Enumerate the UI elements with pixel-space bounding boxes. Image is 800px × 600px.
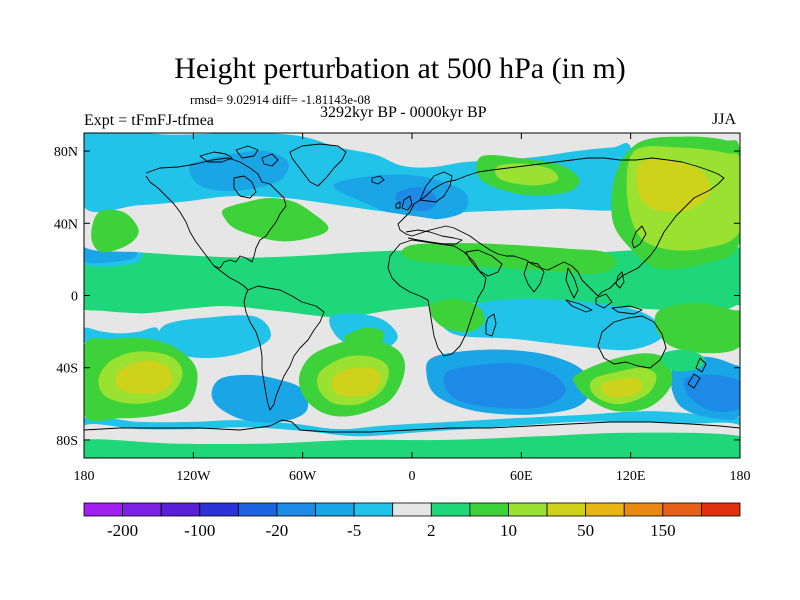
coastline-new-zealand: [687, 357, 707, 389]
y-tick-label: 0: [71, 290, 78, 305]
colorbar-label: 10: [500, 521, 517, 540]
colorbar-label: 50: [577, 521, 594, 540]
x-tick-label: 120E: [616, 469, 646, 484]
colorbar-swatch: [508, 502, 548, 517]
contour-region: [438, 298, 664, 351]
x-tick-label: 0: [409, 469, 416, 484]
colorbar-swatch: [546, 502, 587, 517]
coastline-antarctica: [84, 419, 740, 433]
coastline-philippines: [615, 271, 625, 289]
contour-region: [84, 432, 740, 458]
coastline-canadian-islands: [199, 145, 279, 167]
stats-subtitle: rmsd= 9.02914 diff= -1.81143e-08: [190, 92, 371, 107]
contour-region: [683, 374, 740, 413]
colorbar-label: 2: [427, 521, 436, 540]
colorbar-swatch: [276, 502, 316, 517]
period-label: 3292kyr BP - 0000kyr BP: [320, 104, 487, 121]
x-tick-label: 60W: [289, 469, 317, 484]
contour-region: [429, 298, 486, 332]
contour-region: [316, 205, 613, 256]
coastline-japan: [631, 225, 647, 249]
coastline-british-isles: [395, 195, 413, 211]
y-tick-label: 40S: [56, 362, 78, 377]
contour-region: [115, 360, 173, 395]
colorbar-swatch: [585, 502, 625, 517]
x-tick-label: 180: [74, 469, 95, 484]
colorbar-swatch: [237, 502, 278, 517]
x-tick-label: 60E: [510, 469, 533, 484]
coastline-india: [523, 261, 545, 293]
contour-region: [344, 327, 384, 350]
coastline-iceland: [371, 175, 385, 185]
coastline-southeast-asia: [565, 267, 643, 315]
coastline-mediterranean: [405, 229, 463, 245]
contour-region: [395, 187, 438, 212]
contour-region: [84, 133, 640, 214]
contour-region: [495, 163, 559, 186]
coastline-australia: [597, 315, 667, 369]
colorbar-swatch: [199, 502, 239, 517]
experiment-label: Expt = tFmFJ-tfmea: [84, 112, 214, 129]
coastline-eurasia: [397, 157, 725, 297]
y-tick-label: 40N: [54, 217, 78, 232]
colorbar-swatch: [83, 502, 123, 517]
contour-region: [401, 243, 617, 274]
coastline-layer: [84, 143, 740, 433]
colorbar-swatch: [623, 502, 664, 517]
colorbar-label: 150: [650, 521, 676, 540]
season-label: JJA: [712, 111, 737, 128]
contour-region: [654, 302, 740, 354]
coastline-africa: [387, 239, 487, 357]
contour-region: [158, 315, 271, 359]
colorbar-swatch: [122, 502, 162, 517]
contour-region: [601, 377, 643, 398]
colorbar-swatch: [315, 502, 355, 517]
contour-region: [221, 198, 329, 242]
colorbar-swatch: [701, 502, 741, 517]
colorbar-swatch: [662, 502, 702, 517]
coastline-scandinavia: [419, 171, 453, 203]
colorbar-swatch: [430, 502, 471, 517]
coastline-arabia: [465, 249, 503, 277]
chart-title: Height perturbation at 500 hPa (in m): [174, 52, 626, 85]
contour-fill-layer: [84, 133, 740, 458]
contour-region: [91, 209, 139, 253]
contour-region: [331, 367, 382, 397]
x-tick-label: 120W: [176, 469, 211, 484]
coastline-central-america: [213, 265, 249, 291]
colorbar-label: -200: [107, 521, 138, 540]
colorbar-swatch: [160, 502, 201, 517]
coastline-madagascar: [485, 313, 497, 337]
y-tick-label: 80S: [56, 434, 78, 449]
colorbar-label: -20: [266, 521, 289, 540]
coastline-greenland: [289, 143, 347, 187]
contour-region: [636, 159, 711, 212]
coastline-hudson-bay: [233, 175, 257, 199]
coastline-south-america: [243, 285, 325, 411]
colorbar-label: -100: [184, 521, 215, 540]
colorbar-swatch: [392, 502, 432, 517]
colorbar-swatch: [469, 502, 509, 517]
map-axis-ticks: 180 120W 60W 0 60E 120E 180 80N 40N 0 40S 80S: [54, 133, 751, 484]
coastline-north-america: [145, 157, 287, 269]
contour-region: [443, 362, 566, 409]
x-tick-label: 180: [730, 469, 751, 484]
colorbar-swatch: [353, 502, 394, 517]
contour-region: [661, 349, 705, 372]
contour-region: [211, 374, 309, 423]
colorbar-label: -5: [347, 521, 361, 540]
y-tick-label: 80N: [54, 145, 78, 160]
contour-region: [189, 150, 289, 192]
colorbar: -200 -100 -20 -5 2 10 50 150: [83, 502, 741, 540]
